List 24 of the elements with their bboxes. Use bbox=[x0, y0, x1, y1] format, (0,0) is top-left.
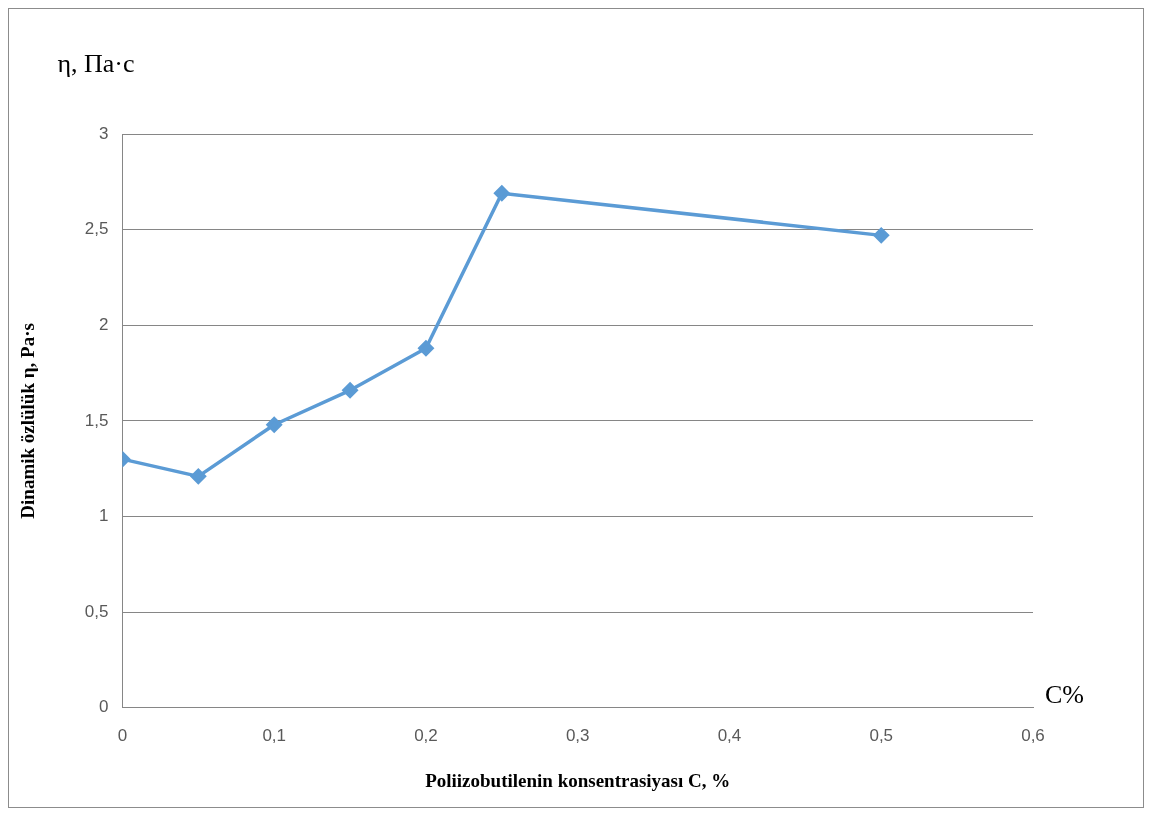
y-tick-label: 3 bbox=[98, 123, 109, 143]
point bbox=[873, 227, 889, 244]
x-tick-label: 0,2 bbox=[414, 725, 438, 745]
point bbox=[494, 185, 510, 202]
text: C% bbox=[1045, 679, 1084, 709]
x-tick-label: 0,4 bbox=[717, 725, 742, 745]
x-tick-label: 0,3 bbox=[565, 725, 590, 745]
x-tick-label: 0,5 bbox=[869, 725, 894, 745]
point bbox=[190, 468, 207, 485]
point bbox=[266, 416, 282, 433]
x-tick-label: 0,1 bbox=[262, 725, 287, 745]
x-axis-title: Poliizobutilenin konsentrasiyası C, % bbox=[425, 769, 731, 791]
point bbox=[342, 382, 358, 399]
x-tick-label: 0 bbox=[117, 725, 128, 745]
x-tick-label: 0,6 bbox=[1021, 725, 1045, 745]
y-tick-label: 0,5 bbox=[84, 601, 109, 621]
y-axis-title: Dinamik özlülük η, Pa·s bbox=[17, 323, 39, 519]
y-tick-label: 1,5 bbox=[84, 410, 109, 430]
point bbox=[418, 340, 434, 356]
y-tick-label: 1 bbox=[98, 506, 109, 526]
y-tick-label: 0 bbox=[98, 697, 109, 717]
y-tick-label: 2,5 bbox=[84, 219, 109, 239]
text: η, Па·с bbox=[57, 49, 135, 78]
y-tick-label: 2 bbox=[98, 314, 109, 334]
